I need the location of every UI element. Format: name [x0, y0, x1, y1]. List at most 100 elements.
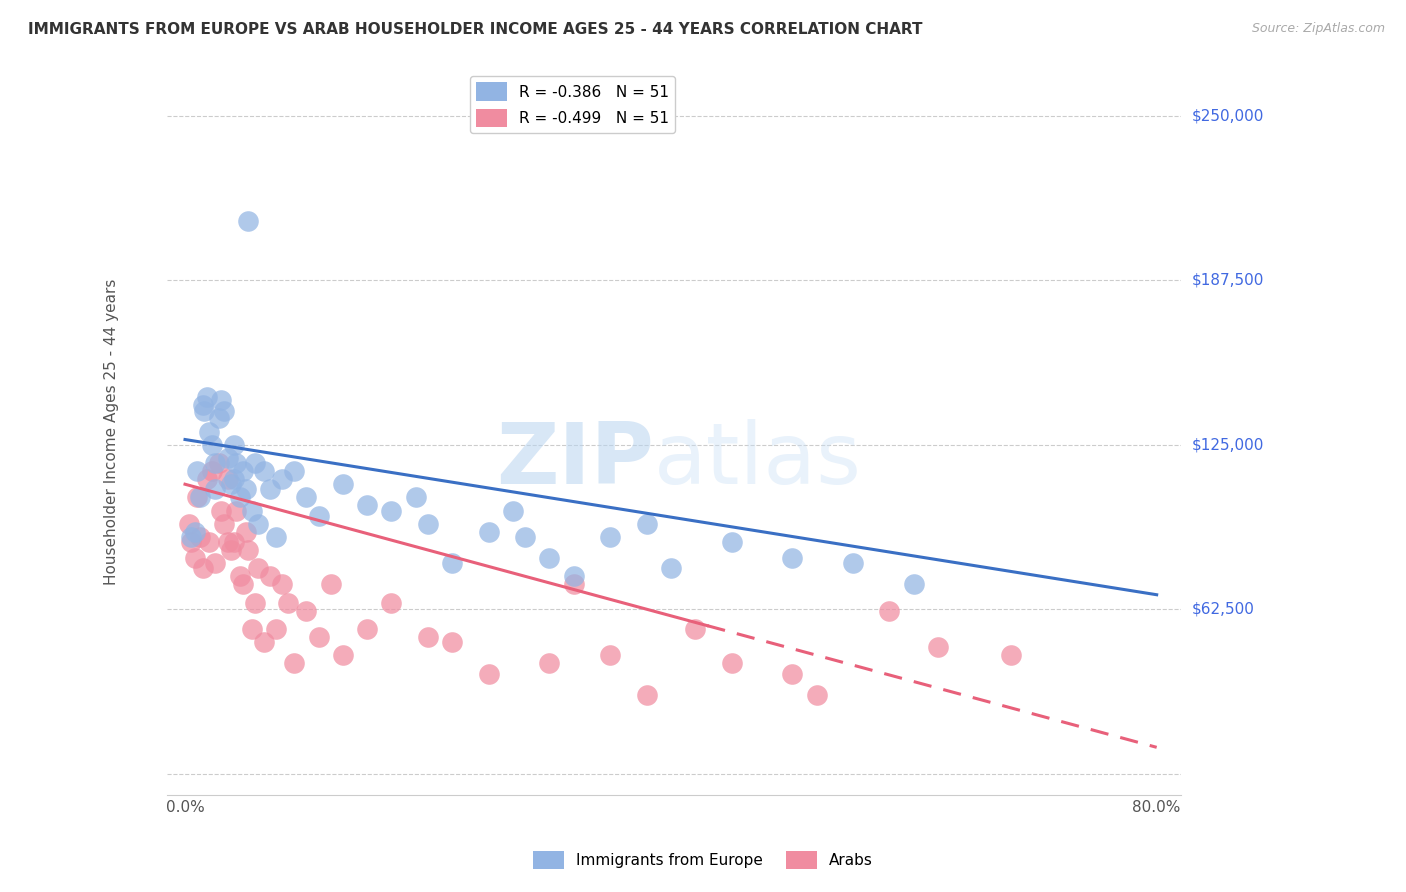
Point [478, 524, 501, 539]
Point [198, 535, 221, 549]
Point [208, 456, 231, 470]
Point [212, 516, 235, 531]
Point [193, 403, 215, 417]
Point [208, 411, 231, 425]
Point [513, 530, 536, 544]
Point [222, 472, 245, 486]
Point [225, 503, 247, 517]
Point [562, 577, 585, 591]
Legend: Immigrants from Europe, Arabs: Immigrants from Europe, Arabs [527, 845, 879, 875]
Point [246, 561, 269, 575]
Point [271, 472, 294, 486]
Point [264, 622, 287, 636]
Point [264, 530, 287, 544]
Point [253, 635, 276, 649]
Point [198, 425, 221, 439]
Point [636, 516, 658, 531]
Point [240, 622, 263, 636]
Point [782, 550, 804, 565]
Point [1000, 648, 1022, 663]
Point [217, 535, 239, 549]
Point [562, 569, 585, 583]
Point [235, 483, 257, 497]
Point [228, 491, 250, 505]
Point [271, 577, 294, 591]
Point [659, 561, 682, 575]
Point [238, 214, 260, 228]
Point [188, 491, 211, 505]
Point [222, 438, 245, 452]
Point [720, 656, 742, 670]
Point [219, 543, 242, 558]
Text: Householder Income Ages 25 - 44 years: Householder Income Ages 25 - 44 years [104, 278, 118, 585]
Point [356, 622, 378, 636]
Point [245, 456, 267, 470]
Point [380, 503, 402, 517]
Point [538, 550, 561, 565]
Point [636, 688, 658, 702]
Text: $125,000: $125,000 [1192, 437, 1264, 452]
Point [599, 648, 621, 663]
Point [193, 398, 215, 412]
Point [201, 464, 224, 478]
Point [380, 596, 402, 610]
Point [228, 569, 250, 583]
Point [599, 530, 621, 544]
Point [441, 635, 464, 649]
Point [211, 392, 233, 407]
Point [238, 543, 260, 558]
Point [295, 603, 318, 617]
Point [204, 556, 226, 570]
Text: Source: ZipAtlas.com: Source: ZipAtlas.com [1251, 22, 1385, 36]
Point [183, 524, 205, 539]
Point [186, 491, 208, 505]
Point [225, 456, 247, 470]
Legend: R = -0.386   N = 51, R = -0.499   N = 51: R = -0.386 N = 51, R = -0.499 N = 51 [470, 76, 675, 133]
Point [502, 503, 524, 517]
Point [416, 516, 439, 531]
Point [842, 556, 865, 570]
Point [180, 530, 202, 544]
Point [927, 640, 949, 655]
Point [201, 438, 224, 452]
Point [195, 391, 218, 405]
Point [283, 656, 305, 670]
Text: $62,500: $62,500 [1192, 602, 1256, 616]
Point [308, 508, 330, 523]
Point [416, 630, 439, 644]
Point [720, 535, 742, 549]
Point [782, 666, 804, 681]
Point [806, 688, 828, 702]
Point [188, 530, 211, 544]
Point [240, 503, 263, 517]
Text: $250,000: $250,000 [1192, 109, 1264, 123]
Point [222, 535, 245, 549]
Text: ZIP: ZIP [496, 419, 654, 502]
Point [217, 450, 239, 465]
Point [253, 464, 276, 478]
Point [232, 464, 254, 478]
Point [217, 472, 239, 486]
Point [283, 464, 305, 478]
Point [180, 535, 202, 549]
Point [204, 456, 226, 470]
Point [177, 516, 200, 531]
Text: $187,500: $187,500 [1192, 273, 1264, 288]
Point [879, 603, 901, 617]
Point [246, 516, 269, 531]
Text: IMMIGRANTS FROM EUROPE VS ARAB HOUSEHOLDER INCOME AGES 25 - 44 YEARS CORRELATION: IMMIGRANTS FROM EUROPE VS ARAB HOUSEHOLD… [28, 22, 922, 37]
Point [308, 630, 330, 644]
Point [193, 561, 215, 575]
Point [683, 622, 706, 636]
Point [219, 477, 242, 491]
Point [245, 596, 267, 610]
Point [232, 577, 254, 591]
Point [441, 556, 464, 570]
Point [903, 577, 925, 591]
Point [186, 464, 208, 478]
Point [259, 483, 281, 497]
Point [405, 491, 427, 505]
Point [212, 403, 235, 417]
Text: atlas: atlas [654, 419, 862, 502]
Point [259, 569, 281, 583]
